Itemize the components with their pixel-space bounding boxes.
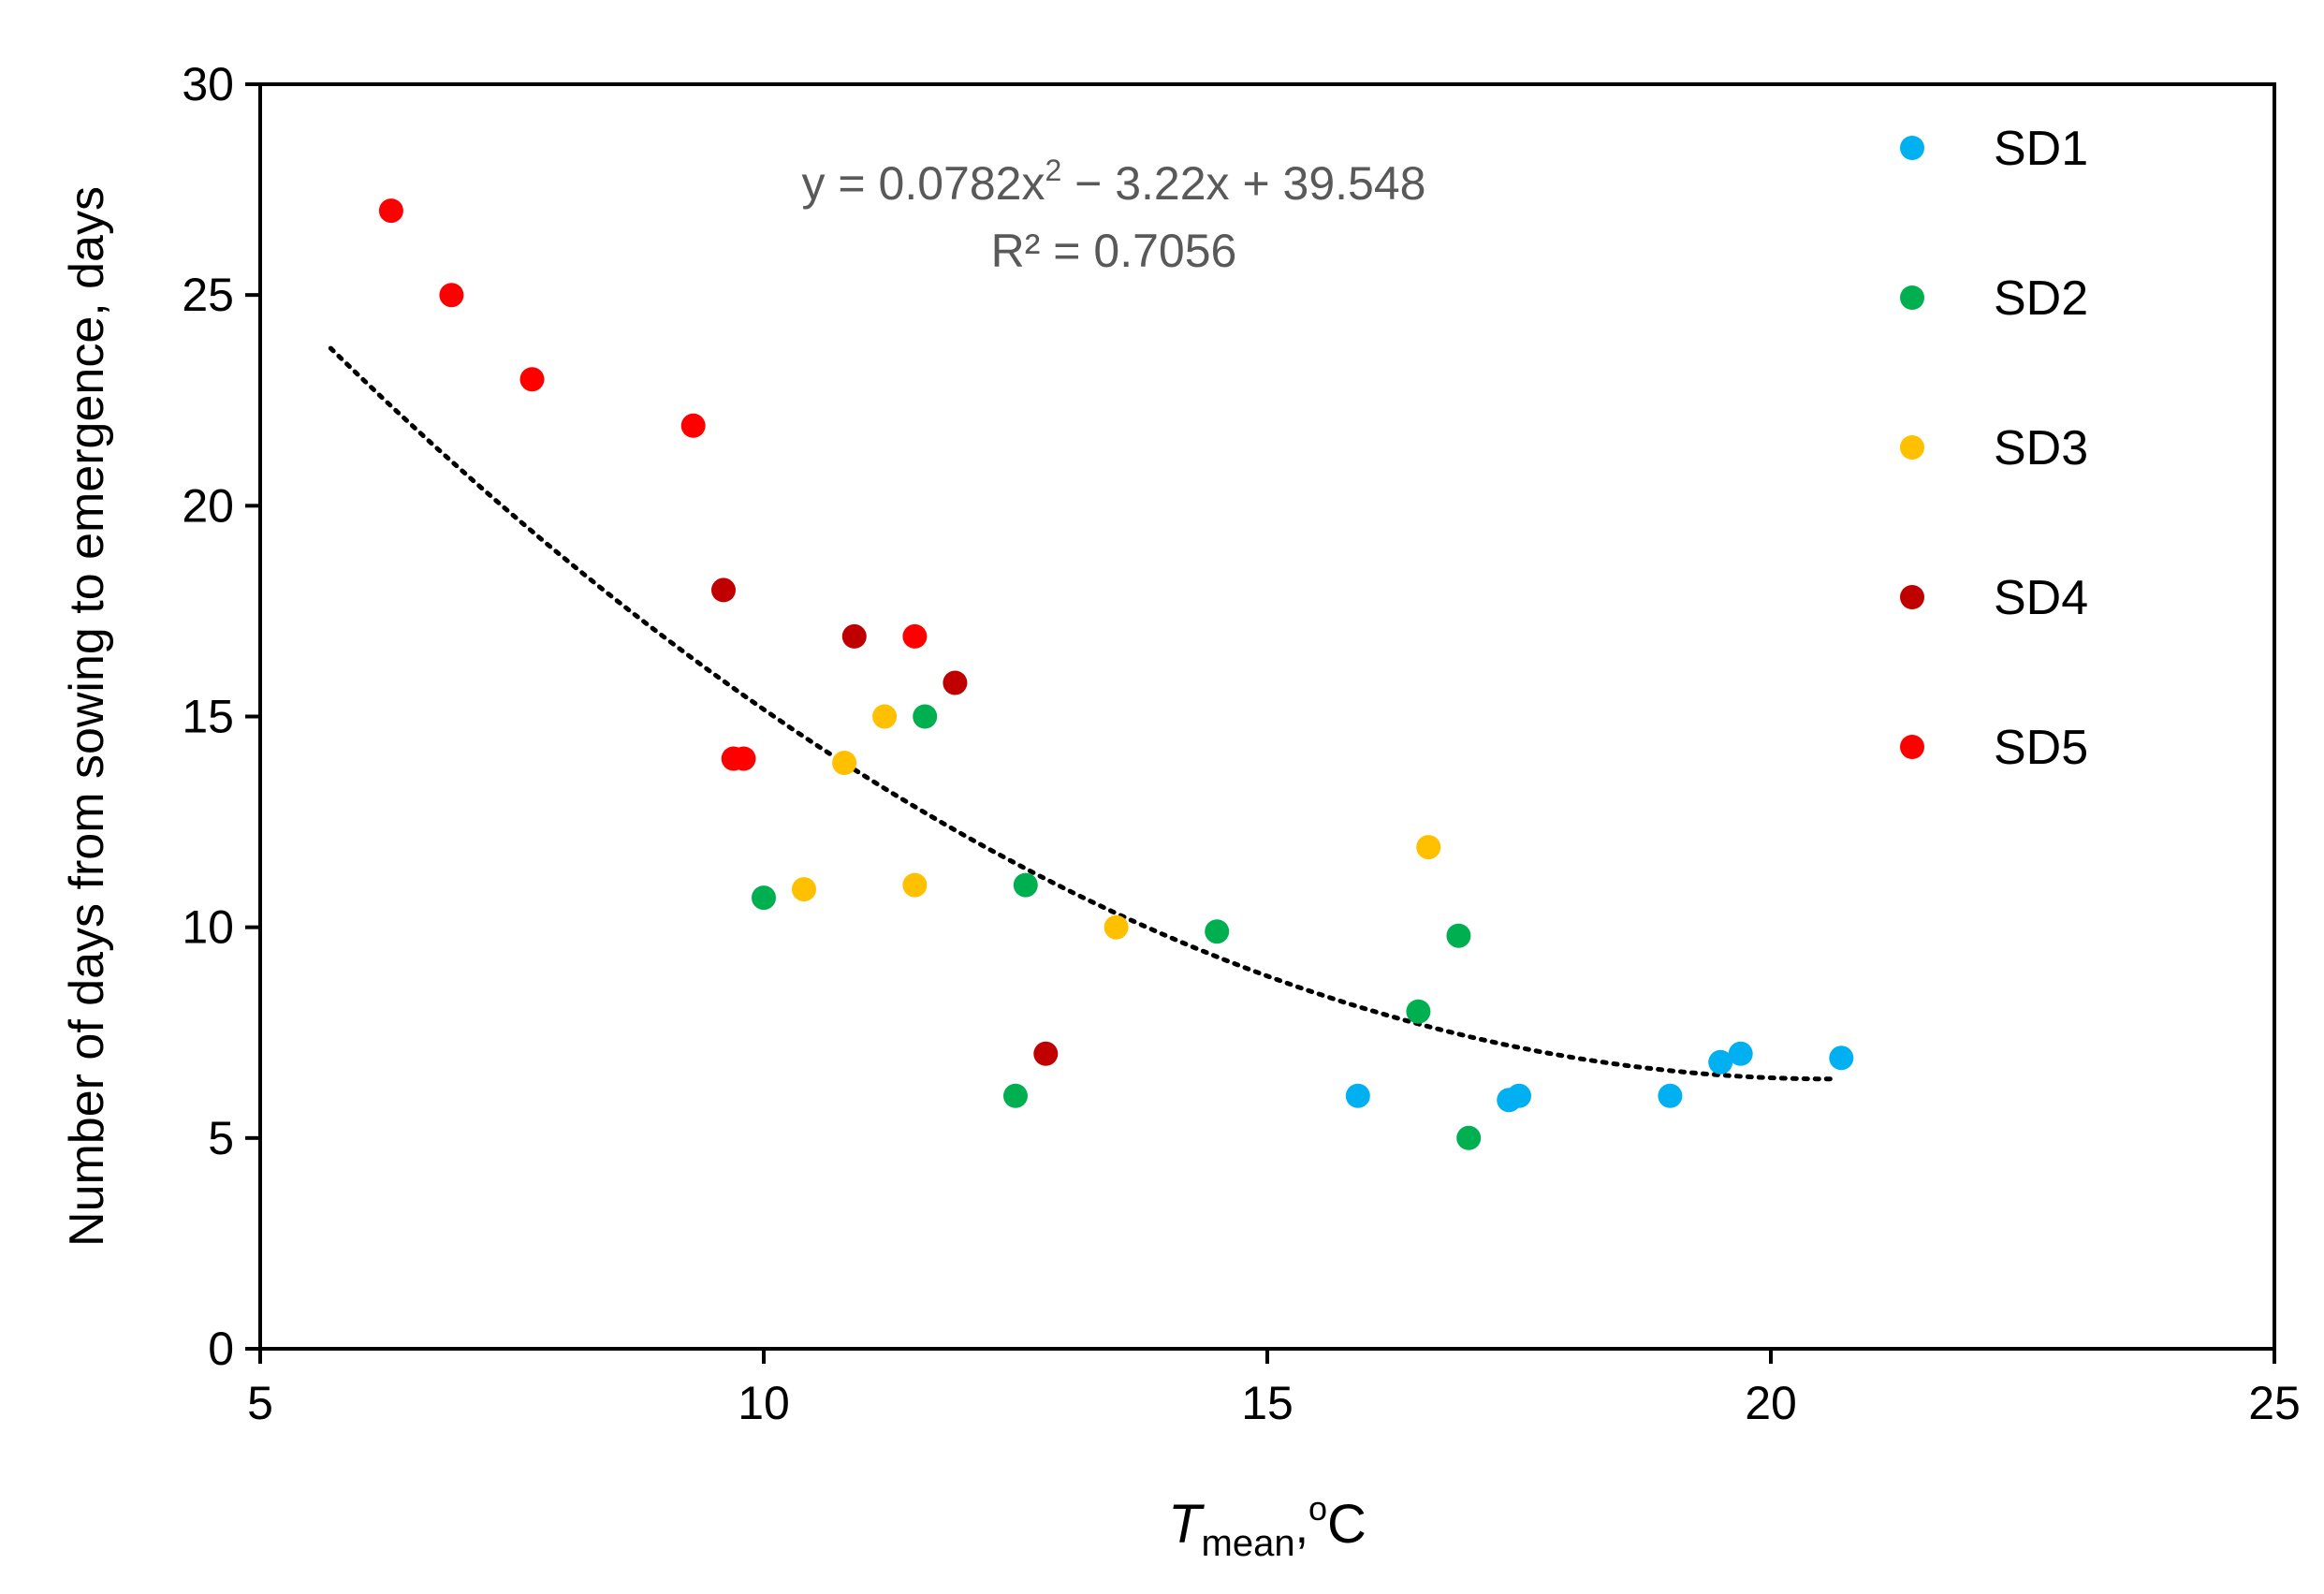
data-point-sd5 (680, 413, 706, 438)
y-axis-title: Number of days from sowing to emergence,… (60, 186, 114, 1247)
data-point-sd1 (1507, 1083, 1531, 1108)
legend-item-sd4: SD4 (1900, 571, 2088, 625)
data-point-sd3 (792, 877, 816, 902)
legend-marker (1900, 136, 1924, 160)
legend-label: SD1 (1994, 122, 2088, 176)
data-point-sd3 (1416, 835, 1441, 860)
x-axis-title-subscript: mean (1202, 1523, 1295, 1564)
series-sd4 (711, 578, 1059, 1066)
data-point-sd1 (1345, 1083, 1370, 1108)
data-point-sd4 (711, 578, 736, 603)
legend-item-sd5: SD5 (1900, 721, 2088, 775)
data-point-sd1 (1728, 1041, 1753, 1066)
data-point-sd4 (943, 670, 968, 695)
data-point-sd5 (519, 367, 545, 392)
y-tick-label: 5 (208, 1112, 234, 1164)
x-axis-title-symbol: T (1168, 1494, 1205, 1555)
legend-label: SD5 (1994, 721, 2088, 775)
equation-rest: − 3.22x + 39.548 (1061, 157, 1425, 210)
data-point-sd2 (1013, 872, 1038, 898)
trendline-equation: y = 0.0782x2 − 3.22x + 39.548 (802, 154, 1426, 210)
legend-marker (1900, 435, 1924, 460)
data-point-sd5 (731, 746, 756, 771)
data-point-sd1 (1829, 1046, 1854, 1071)
plot-frame (258, 82, 2276, 1351)
data-point-sd2 (752, 885, 776, 911)
legend-item-sd2: SD2 (1900, 271, 2088, 326)
legend-marker (1900, 285, 1924, 310)
data-point-sd2 (1003, 1083, 1028, 1108)
data-point-sd3 (832, 751, 857, 775)
data-point-sd3 (902, 872, 928, 898)
data-point-sd2 (1456, 1125, 1482, 1150)
data-point-sd2 (913, 704, 938, 729)
y-tick-label: 0 (208, 1323, 234, 1375)
x-axis-title-degree: o (1308, 1489, 1327, 1528)
x-axis-title-unit: C (1327, 1494, 1367, 1555)
data-point-sd5 (378, 198, 403, 224)
equation-exponent: 2 (1045, 154, 1061, 187)
data-point-sd1 (1708, 1049, 1733, 1075)
series-sd3 (792, 704, 1441, 940)
y-tick-label: 20 (182, 479, 234, 532)
legend: SD1 SD2 SD3 SD4 SD5 (1900, 122, 2088, 775)
x-tick-label: 20 (1745, 1377, 1797, 1429)
x-tick-label: 15 (1241, 1377, 1294, 1429)
legend-marker (1900, 585, 1924, 609)
y-tick-label: 30 (182, 58, 234, 110)
data-point-sd4 (1033, 1041, 1059, 1066)
y-tick-label: 10 (182, 901, 234, 954)
legend-label: SD2 (1994, 271, 2088, 326)
points-layer (378, 198, 1854, 1150)
legend-label: SD3 (1994, 421, 2088, 475)
data-point-sd1 (1658, 1083, 1683, 1108)
x-tick-label: 10 (738, 1377, 790, 1429)
data-point-sd2 (1406, 999, 1431, 1024)
data-point-sd3 (872, 704, 898, 729)
legend-item-sd3: SD3 (1900, 421, 2088, 475)
series-sd5 (378, 198, 928, 771)
legend-item-sd1: SD1 (1900, 122, 2088, 176)
series-sd2 (752, 704, 1482, 1150)
x-axis-title-sep: , (1295, 1499, 1308, 1554)
y-tick-label: 25 (182, 269, 234, 321)
series-sd1 (1345, 1041, 1854, 1113)
x-axis-title: Tmean,oC (1168, 1489, 1367, 1564)
y-tick-label: 15 (182, 691, 234, 743)
data-point-sd5 (439, 283, 464, 308)
data-point-sd2 (1446, 923, 1471, 948)
equation-main: y = 0.0782x (802, 157, 1045, 210)
data-point-sd2 (1205, 919, 1230, 944)
data-point-sd4 (841, 623, 867, 649)
legend-marker (1900, 735, 1924, 759)
trendline-r-squared: R² = 0.7056 (991, 225, 1237, 277)
trendline-layer (328, 345, 1834, 1082)
legend-label: SD4 (1994, 571, 2088, 625)
trendline-annotation: y = 0.0782x2 − 3.22x + 39.548 R² = 0.7056 (802, 154, 1426, 277)
trendline (328, 345, 1834, 1082)
data-point-sd3 (1104, 914, 1129, 940)
x-tick-label: 5 (247, 1377, 273, 1429)
plot-area (258, 82, 2276, 1351)
x-tick-label: 25 (2248, 1377, 2301, 1429)
data-point-sd5 (902, 623, 928, 649)
